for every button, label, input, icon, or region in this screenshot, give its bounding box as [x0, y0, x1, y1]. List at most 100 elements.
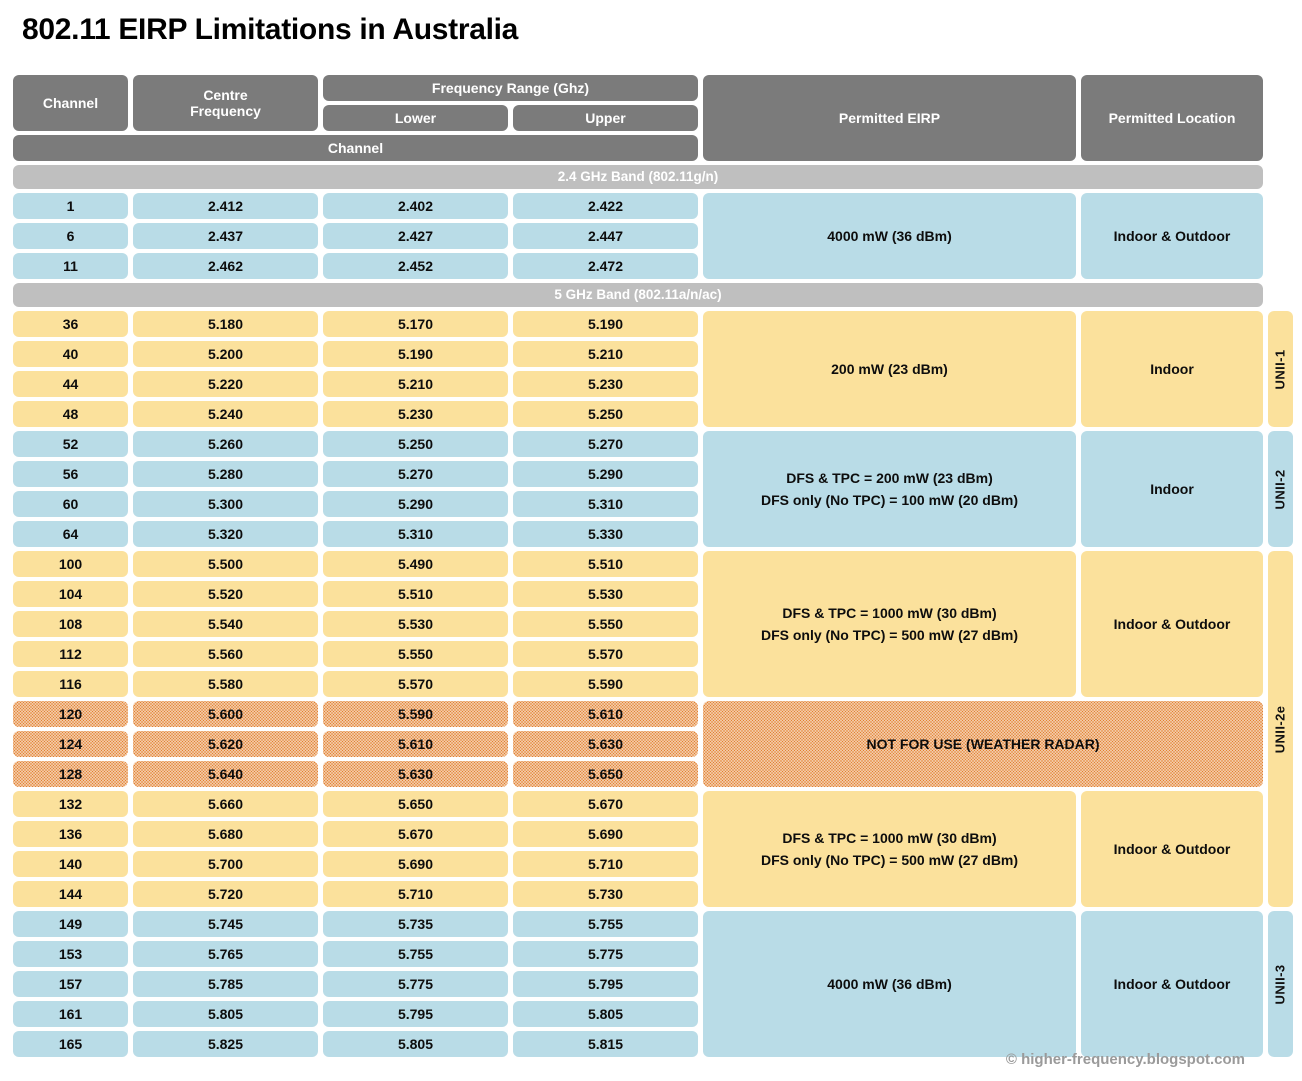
- upper-cell: 2.447: [513, 223, 698, 249]
- channel-cell: 104: [13, 581, 128, 607]
- upper-cell: 5.690: [513, 821, 698, 847]
- eirp-line: DFS only (No TPC) = 500 mW (27 dBm): [760, 627, 1019, 643]
- upper-cell: 5.210: [513, 341, 698, 367]
- upper-cell: 2.472: [513, 253, 698, 279]
- upper-cell: 5.775: [513, 941, 698, 967]
- channel-cell: 149: [13, 911, 128, 937]
- centre-frequency-cell: 5.200: [133, 341, 318, 367]
- centre-frequency-cell: 5.785: [133, 971, 318, 997]
- upper-cell: 5.670: [513, 791, 698, 817]
- unii-2-band-label: UNII-2: [1268, 431, 1293, 547]
- lower-cell: 5.210: [323, 371, 508, 397]
- credit-text: © higher-frequency.blogspot.com: [1005, 1051, 1245, 1068]
- location-cell: Indoor & Outdoor: [1081, 551, 1263, 697]
- upper-cell: 5.795: [513, 971, 698, 997]
- upper-cell: 5.650: [513, 761, 698, 787]
- upper-cell: 5.510: [513, 551, 698, 577]
- lower-cell: 5.510: [323, 581, 508, 607]
- centre-frequency-cell: 5.520: [133, 581, 318, 607]
- eirp-cell: DFS & TPC = 1000 mW (30 dBm) DFS only (N…: [703, 551, 1076, 697]
- lower-cell: 5.170: [323, 311, 508, 337]
- location-cell: Indoor & Outdoor: [1081, 911, 1263, 1057]
- lower-cell: 5.690: [323, 851, 508, 877]
- channel-cell: 124: [13, 731, 128, 757]
- channel-cell: 128: [13, 761, 128, 787]
- location-cell: Indoor & Outdoor: [1081, 193, 1263, 279]
- lower-cell: 5.310: [323, 521, 508, 547]
- channel-cell: 140: [13, 851, 128, 877]
- centre-frequency-cell: 5.620: [133, 731, 318, 757]
- centre-frequency-cell: 5.240: [133, 401, 318, 427]
- centre-frequency-cell: 5.720: [133, 881, 318, 907]
- channel-cell: 52: [13, 431, 128, 457]
- channel-cell: 161: [13, 1001, 128, 1027]
- channel-cell: 44: [13, 371, 128, 397]
- lower-cell: 5.230: [323, 401, 508, 427]
- column-header-channel: Channel: [13, 75, 128, 131]
- lower-cell: 5.530: [323, 611, 508, 637]
- centre-frequency-cell: 2.462: [133, 253, 318, 279]
- lower-cell: 5.570: [323, 671, 508, 697]
- lower-cell: 5.590: [323, 701, 508, 727]
- channel-cell: 136: [13, 821, 128, 847]
- upper-cell: 5.270: [513, 431, 698, 457]
- centre-frequency-cell: 5.260: [133, 431, 318, 457]
- lower-cell: 2.402: [323, 193, 508, 219]
- channel-cell: 153: [13, 941, 128, 967]
- lower-cell: 5.710: [323, 881, 508, 907]
- lower-cell: 5.795: [323, 1001, 508, 1027]
- eirp-cell: DFS & TPC = 200 mW (23 dBm) DFS only (No…: [703, 431, 1076, 547]
- upper-cell: 5.730: [513, 881, 698, 907]
- lower-cell: 5.290: [323, 491, 508, 517]
- channel-cell: 116: [13, 671, 128, 697]
- centre-frequency-cell: 5.300: [133, 491, 318, 517]
- lower-cell: 5.805: [323, 1031, 508, 1057]
- upper-cell: 5.815: [513, 1031, 698, 1057]
- centre-frequency-cell: 5.765: [133, 941, 318, 967]
- centre-frequency-cell: 5.825: [133, 1031, 318, 1057]
- unii-1-band-label: UNII-1: [1268, 311, 1293, 427]
- location-cell: Indoor: [1081, 431, 1263, 547]
- weather-radar-notice: NOT FOR USE (WEATHER RADAR): [703, 701, 1263, 787]
- eirp-line: DFS only (No TPC) = 100 mW (20 dBm): [760, 492, 1019, 508]
- channel-cell: 108: [13, 611, 128, 637]
- channel-cell: 11: [13, 253, 128, 279]
- channel-cell: 48: [13, 401, 128, 427]
- unii-2e-band-label: UNII-2e: [1268, 551, 1293, 907]
- channel-cell: 120: [13, 701, 128, 727]
- column-header-centre-frequency: Centre Frequency: [133, 75, 318, 131]
- centre-frequency-cell: 5.220: [133, 371, 318, 397]
- centre-frequency-cell: 2.412: [133, 193, 318, 219]
- centre-frequency-cell: 5.680: [133, 821, 318, 847]
- lower-cell: 5.650: [323, 791, 508, 817]
- eirp-table: Channel Centre Frequency Frequency Range…: [13, 75, 1293, 1057]
- column-header-lower: Lower: [323, 105, 508, 131]
- channel-cell: 1: [13, 193, 128, 219]
- page-title: 802.11 EIRP Limitations in Australia: [22, 13, 519, 46]
- channel-cell: 100: [13, 551, 128, 577]
- eirp-cell: 4000 mW (36 dBm): [703, 911, 1076, 1057]
- lower-cell: 2.452: [323, 253, 508, 279]
- upper-cell: 5.755: [513, 911, 698, 937]
- lower-cell: 5.755: [323, 941, 508, 967]
- upper-cell: 5.630: [513, 731, 698, 757]
- channel-cell: 6: [13, 223, 128, 249]
- channel-cell: 112: [13, 641, 128, 667]
- location-cell: Indoor: [1081, 311, 1263, 427]
- eirp-line: DFS & TPC = 1000 mW (30 dBm): [782, 604, 997, 621]
- unii-3-band-label: UNII-3: [1268, 911, 1293, 1057]
- centre-frequency-cell: 5.180: [133, 311, 318, 337]
- channel-cell: 64: [13, 521, 128, 547]
- centre-frequency-cell: 2.437: [133, 223, 318, 249]
- upper-cell: 5.530: [513, 581, 698, 607]
- eirp-cell: 200 mW (23 dBm): [703, 311, 1076, 427]
- eirp-line: DFS & TPC = 200 mW (23 dBm): [786, 469, 993, 486]
- lower-cell: 5.250: [323, 431, 508, 457]
- lower-cell: 5.190: [323, 341, 508, 367]
- location-cell: Indoor & Outdoor: [1081, 791, 1263, 907]
- centre-frequency-cell: 5.280: [133, 461, 318, 487]
- channel-cell: 144: [13, 881, 128, 907]
- centre-frequency-cell: 5.745: [133, 911, 318, 937]
- upper-cell: 2.422: [513, 193, 698, 219]
- channel-cell: 36: [13, 311, 128, 337]
